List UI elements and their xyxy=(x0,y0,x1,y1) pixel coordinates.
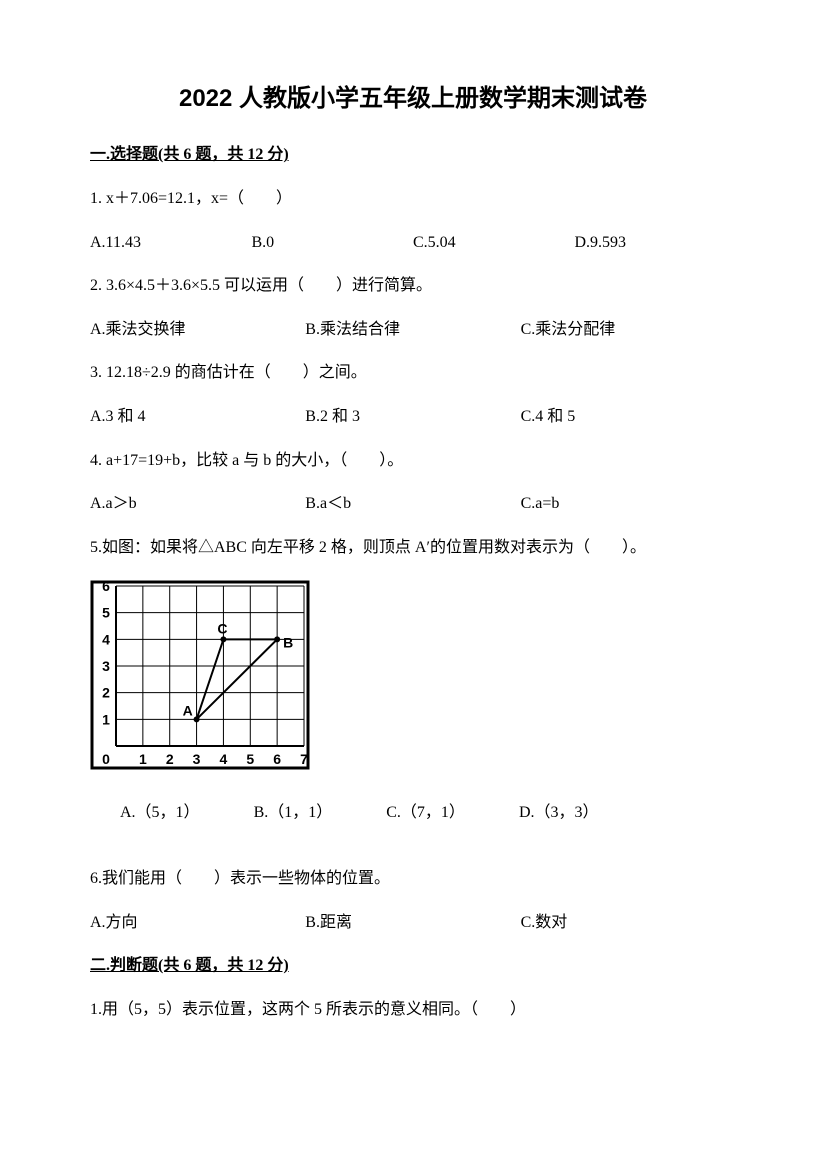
s2-q1-text: 1.用（5，5）表示位置，这两个 5 所表示的意义相同。（ ） xyxy=(90,997,736,1023)
section2-header: 二.判断题(共 6 题，共 12 分) xyxy=(90,953,736,979)
q5-opt-b: B.（1，1） xyxy=(254,800,333,826)
svg-text:3: 3 xyxy=(102,658,110,674)
q2-opt-b: B.乘法结合律 xyxy=(305,317,520,343)
q2-opt-a: A.乘法交换律 xyxy=(90,317,305,343)
q3-options: A.3 和 4 B.2 和 3 C.4 和 5 xyxy=(90,404,736,430)
q3-text: 3. 12.18÷2.9 的商估计在（ ）之间。 xyxy=(90,360,736,386)
grid-chart-svg: 1 2 3 4 5 6 7 1 2 3 4 5 6 0 A B C xyxy=(90,580,310,770)
q1-options: A.11.43 B.0 C.5.04 D.9.593 xyxy=(90,230,736,256)
svg-text:5: 5 xyxy=(246,751,254,767)
q4-opt-c: C.a=b xyxy=(521,491,736,517)
svg-text:0: 0 xyxy=(102,751,110,767)
q4-text: 4. a+17=19+b，比较 a 与 b 的大小，（ ）。 xyxy=(90,448,736,474)
svg-text:6: 6 xyxy=(273,751,281,767)
svg-text:1: 1 xyxy=(102,712,110,728)
q1-text: 1. x＋7.06=12.1，x=（ ） xyxy=(90,186,736,212)
svg-text:5: 5 xyxy=(102,605,110,621)
q2-options: A.乘法交换律 B.乘法结合律 C.乘法分配律 xyxy=(90,317,736,343)
q3-opt-b: B.2 和 3 xyxy=(305,404,520,430)
exam-title: 2022 人教版小学五年级上册数学期末测试卷 xyxy=(90,80,736,118)
svg-text:2: 2 xyxy=(102,685,110,701)
svg-text:7: 7 xyxy=(300,751,308,767)
q5-opt-d: D.（3，3） xyxy=(519,800,599,826)
q2-text: 2. 3.6×4.5＋3.6×5.5 可以运用（ ）进行简算。 xyxy=(90,273,736,299)
q6-options: A.方向 B.距离 C.数对 xyxy=(90,910,736,936)
section1-header: 一.选择题(共 6 题，共 12 分) xyxy=(90,142,736,168)
q1-opt-b: B.0 xyxy=(252,230,414,256)
svg-text:3: 3 xyxy=(193,751,201,767)
q5-opt-a: A.（5，1） xyxy=(120,800,200,826)
q4-options: A.a＞b B.a＜b C.a=b xyxy=(90,491,736,517)
q5-text: 5.如图：如果将△ABC 向左平移 2 格，则顶点 A′的位置用数对表示为（ ）… xyxy=(90,535,736,561)
q2-opt-c: C.乘法分配律 xyxy=(521,317,736,343)
q5-chart: 1 2 3 4 5 6 7 1 2 3 4 5 6 0 A B C xyxy=(90,580,736,770)
q4-opt-a: A.a＞b xyxy=(90,491,305,517)
svg-text:A: A xyxy=(183,703,193,719)
svg-text:2: 2 xyxy=(166,751,174,767)
q1-opt-c: C.5.04 xyxy=(413,230,575,256)
svg-text:C: C xyxy=(217,621,227,637)
q6-text: 6.我们能用（ ）表示一些物体的位置。 xyxy=(90,866,736,892)
svg-text:6: 6 xyxy=(102,580,110,594)
svg-text:4: 4 xyxy=(102,632,110,648)
q6-opt-a: A.方向 xyxy=(90,910,305,936)
svg-text:4: 4 xyxy=(220,751,228,767)
q5-options: A.（5，1） B.（1，1） C.（7，1） D.（3，3） xyxy=(120,800,736,826)
q6-opt-b: B.距离 xyxy=(305,910,520,936)
q3-opt-c: C.4 和 5 xyxy=(521,404,736,430)
svg-text:1: 1 xyxy=(139,751,147,767)
q5-opt-c: C.（7，1） xyxy=(386,800,465,826)
q4-opt-b: B.a＜b xyxy=(305,491,520,517)
q6-opt-c: C.数对 xyxy=(521,910,736,936)
q1-opt-d: D.9.593 xyxy=(575,230,737,256)
svg-text:B: B xyxy=(283,635,293,651)
q3-opt-a: A.3 和 4 xyxy=(90,404,305,430)
q1-opt-a: A.11.43 xyxy=(90,230,252,256)
